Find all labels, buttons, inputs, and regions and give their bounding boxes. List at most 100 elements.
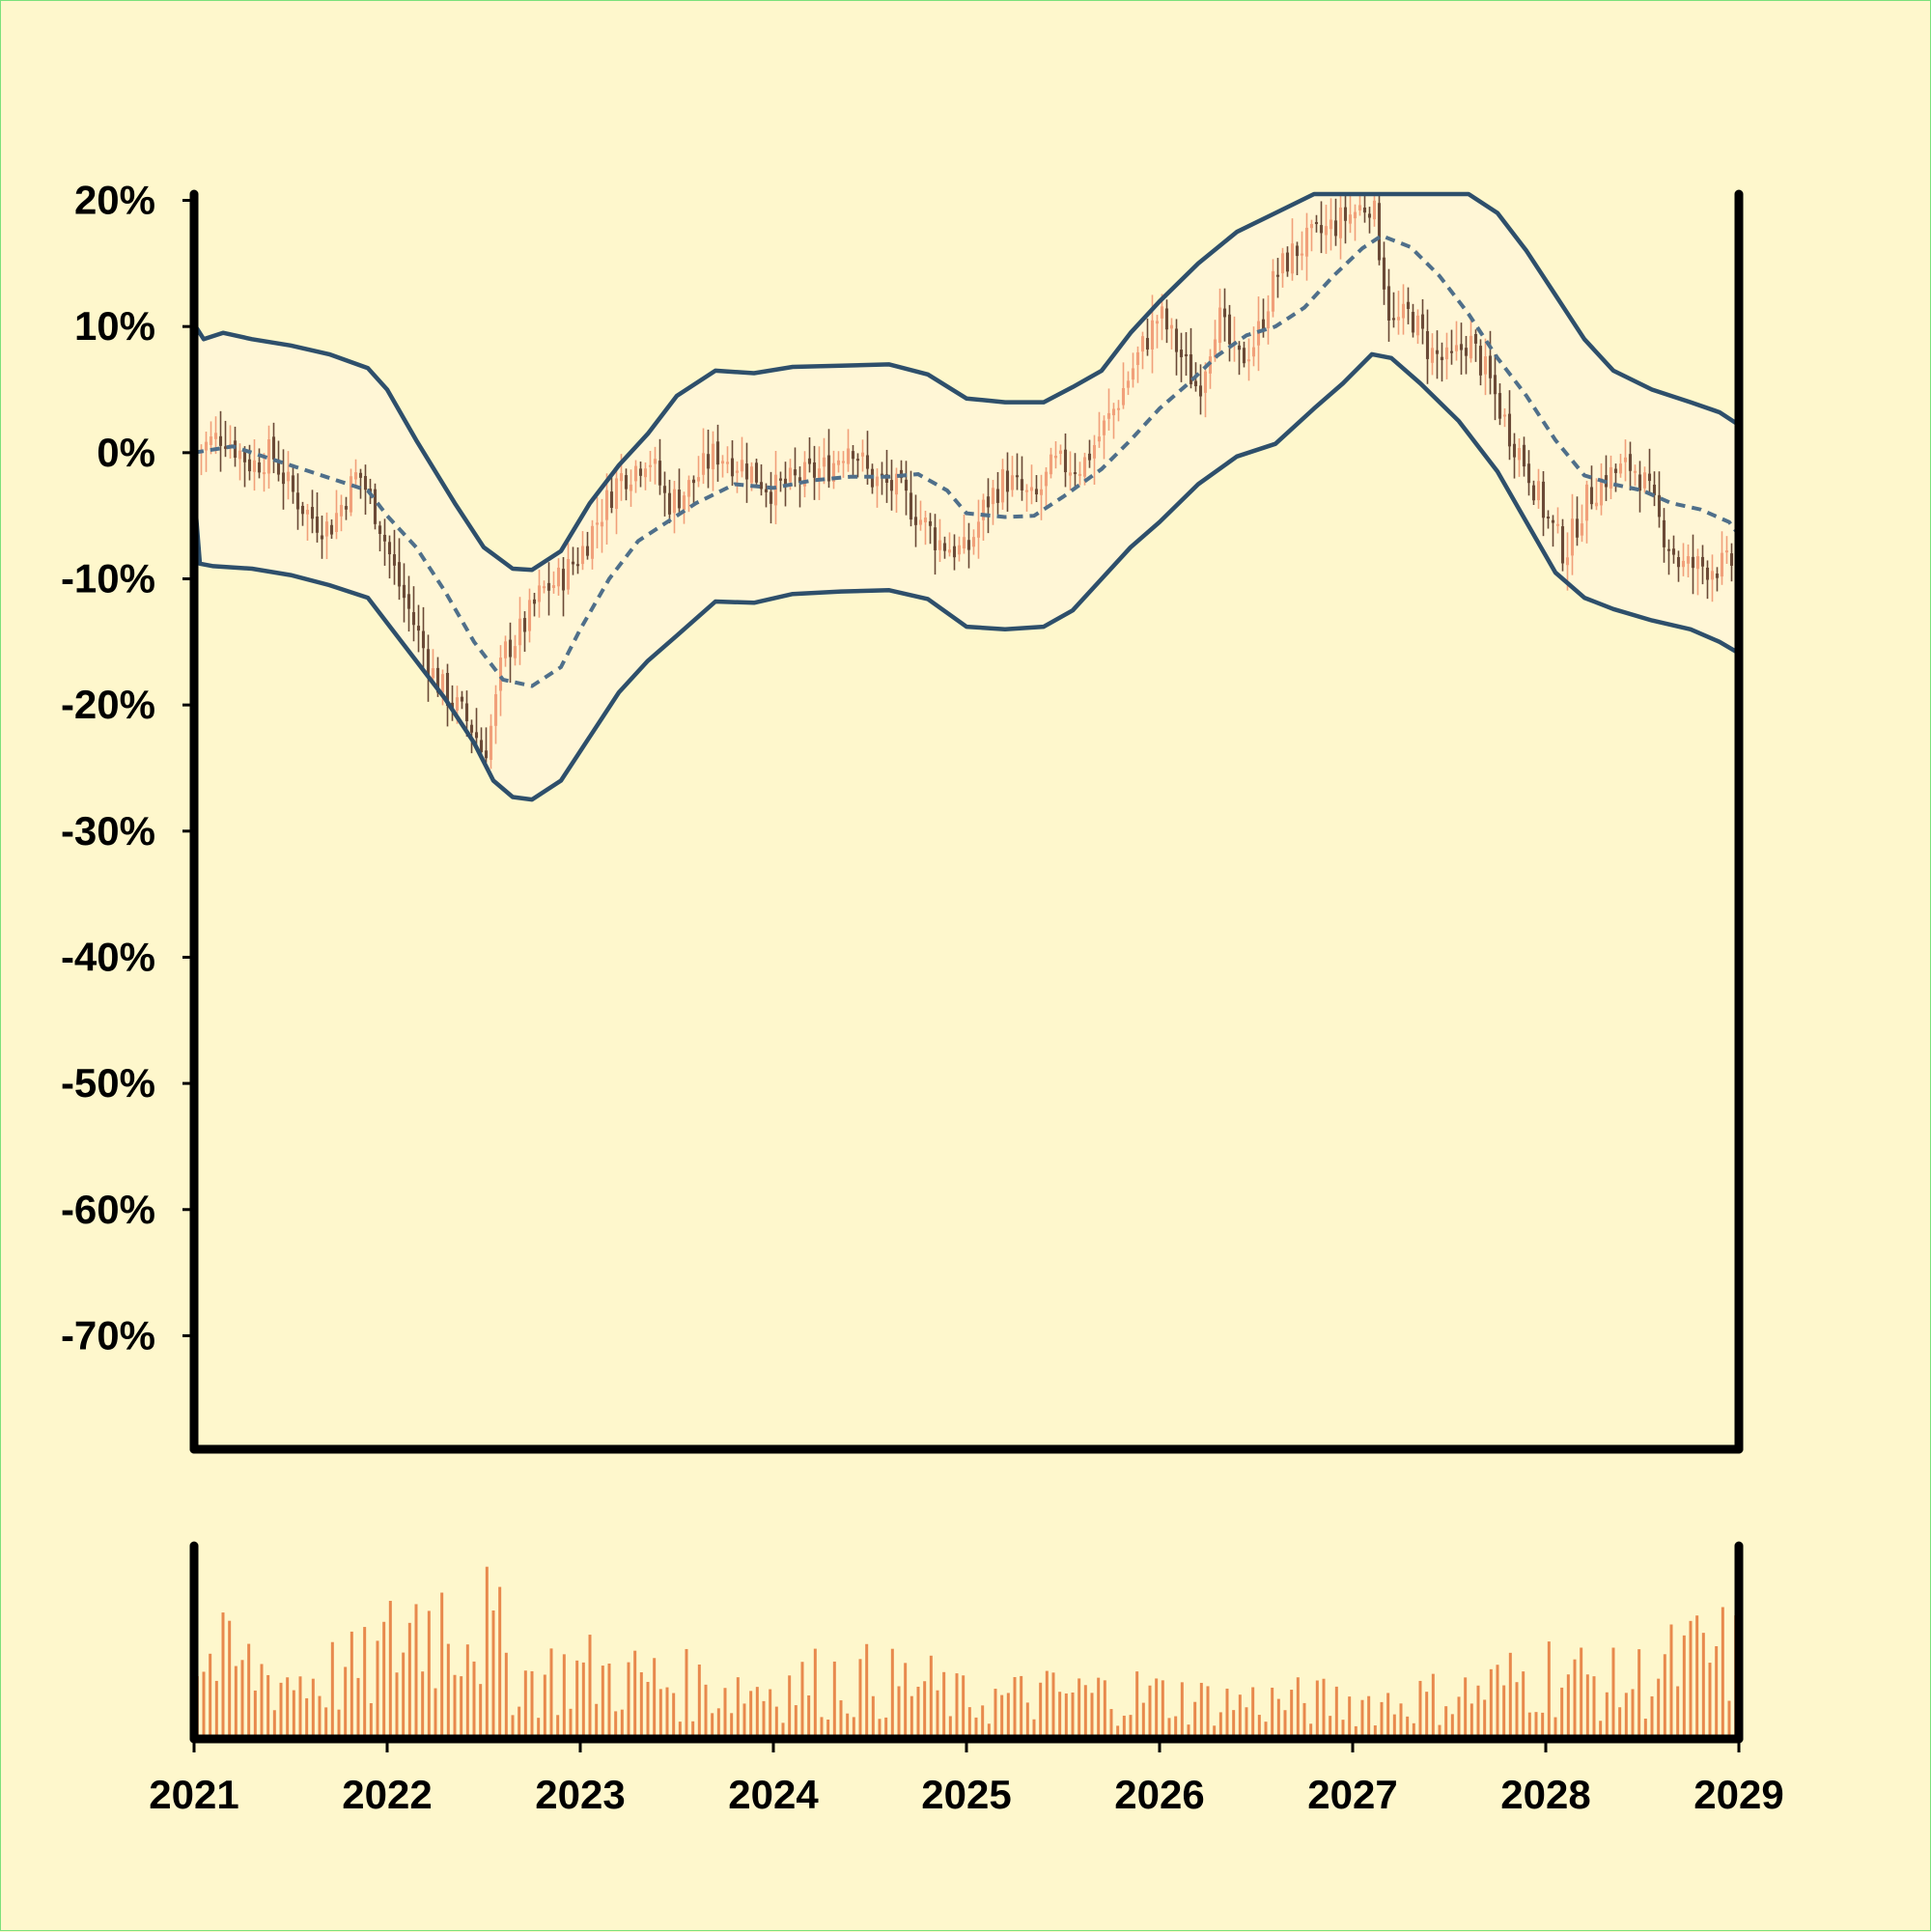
- candle-body: [629, 484, 633, 491]
- candle: [798, 466, 802, 508]
- candle: [769, 471, 773, 524]
- candle-body: [1073, 472, 1077, 475]
- volume-bar: [1431, 1673, 1435, 1739]
- candle: [933, 514, 938, 575]
- candle-body: [754, 462, 759, 483]
- volume-bar: [813, 1648, 817, 1739]
- candle: [353, 459, 358, 486]
- candle-body: [1396, 317, 1401, 321]
- candle-body: [846, 448, 851, 464]
- candle: [1169, 318, 1174, 350]
- candle: [730, 440, 735, 487]
- candle-body: [1362, 207, 1367, 213]
- candle: [609, 473, 614, 514]
- candle-body: [1266, 311, 1271, 329]
- candle-body: [1029, 487, 1034, 491]
- candle: [1068, 451, 1073, 491]
- candle: [489, 714, 493, 770]
- candle: [1691, 534, 1695, 595]
- volume-bar: [1637, 1649, 1641, 1739]
- candle-body: [1440, 356, 1444, 361]
- candle-body: [406, 594, 411, 609]
- volume-bar: [1425, 1692, 1429, 1739]
- volume-bar: [1245, 1707, 1248, 1739]
- candle-body: [1715, 573, 1720, 578]
- candle-body: [672, 489, 677, 514]
- candle-body: [986, 496, 991, 508]
- volume-bar: [916, 1686, 920, 1739]
- candle-body: [1551, 519, 1555, 523]
- candle: [1720, 531, 1724, 585]
- candle-body: [1102, 420, 1106, 435]
- candle: [1217, 288, 1222, 351]
- volume-bar: [1129, 1715, 1133, 1739]
- volume-bar: [247, 1643, 251, 1739]
- volume-bar: [1276, 1698, 1280, 1739]
- candle-body: [1493, 375, 1497, 395]
- candle: [474, 708, 479, 744]
- candle-body: [933, 527, 938, 550]
- candle: [1469, 316, 1473, 363]
- volume-bar: [1553, 1717, 1557, 1739]
- volume-bar: [402, 1652, 406, 1739]
- candle: [378, 520, 382, 552]
- candle-body: [1517, 448, 1522, 461]
- candle-layer: [194, 194, 1739, 770]
- x-tick-label: 2023: [535, 1772, 625, 1817]
- volume-bar: [1071, 1692, 1075, 1739]
- candle-body: [1020, 479, 1024, 490]
- candle: [1077, 462, 1082, 486]
- candle: [580, 531, 585, 571]
- candle-body: [353, 472, 358, 480]
- candle-body: [204, 441, 209, 451]
- candle: [855, 453, 860, 478]
- volume-bar: [1000, 1694, 1004, 1739]
- candle-body: [740, 460, 744, 472]
- candle-body: [271, 436, 276, 460]
- volume-bar: [839, 1700, 843, 1739]
- candle: [1700, 545, 1705, 585]
- candle-body: [1068, 472, 1073, 476]
- candle: [1005, 452, 1010, 512]
- candle-body: [1155, 321, 1160, 324]
- volume-panel: [195, 1566, 1738, 1739]
- candle: [836, 451, 841, 473]
- volume-bar: [1657, 1678, 1661, 1739]
- candle: [1353, 204, 1357, 241]
- candle-body: [1618, 463, 1623, 474]
- volume-bar: [446, 1643, 450, 1739]
- candle-body: [257, 462, 262, 473]
- volume-bar: [1367, 1695, 1371, 1739]
- candle: [1415, 309, 1420, 345]
- candle-body: [1691, 556, 1695, 569]
- candle: [1155, 315, 1160, 349]
- candle-body: [952, 546, 957, 558]
- candle-body: [1483, 356, 1488, 375]
- volume-bar: [672, 1693, 676, 1739]
- tick-label-layer: 20% 10% 0% -10% -20% -30% -40% -50% -60% -70% 2021…: [61, 178, 1784, 1817]
- candle-body: [1710, 571, 1715, 580]
- candle-body: [720, 461, 725, 464]
- volume-bar: [871, 1695, 875, 1739]
- volume-bar: [1483, 1699, 1487, 1739]
- candle-body: [542, 586, 546, 589]
- volume-bar: [1083, 1685, 1087, 1739]
- candle: [324, 512, 329, 560]
- volume-bar: [1618, 1707, 1622, 1739]
- volume-bar: [1354, 1725, 1357, 1739]
- candle-body: [822, 457, 826, 467]
- candle: [1343, 195, 1348, 244]
- volume-bar: [665, 1687, 669, 1739]
- candle-body: [1092, 444, 1097, 459]
- volume-bar: [543, 1674, 546, 1739]
- candle: [1715, 567, 1720, 592]
- candle: [1266, 294, 1271, 345]
- candle: [1314, 214, 1319, 233]
- volume-bar: [1257, 1715, 1261, 1739]
- volume-bar: [350, 1631, 353, 1739]
- candle: [604, 473, 609, 546]
- x-tick-label: 2021: [149, 1772, 238, 1817]
- candle: [986, 478, 991, 534]
- volume-bar: [653, 1658, 657, 1739]
- volume-bar: [704, 1684, 708, 1739]
